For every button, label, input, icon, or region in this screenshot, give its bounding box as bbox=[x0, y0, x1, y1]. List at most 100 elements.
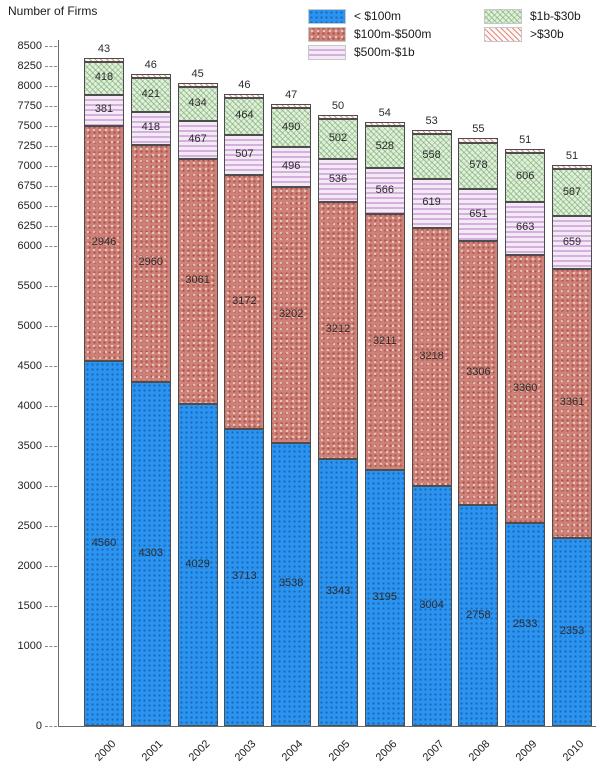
segment-value-label: 558 bbox=[422, 149, 441, 162]
segment-value-label: 3061 bbox=[185, 274, 210, 287]
y-axis-tick-label: 4000 bbox=[17, 400, 42, 412]
y-axis-tick bbox=[45, 526, 57, 527]
x-axis-label: 2003 bbox=[233, 738, 259, 764]
bar-segment-2000-s3 bbox=[84, 61, 124, 96]
bar-segment-2003-s0 bbox=[224, 428, 265, 726]
bar-segment-2000-s2 bbox=[84, 95, 124, 126]
segment-value-label: 587 bbox=[562, 185, 582, 198]
segment-value-label: 3343 bbox=[325, 585, 351, 598]
bar-segment-2008-s3 bbox=[458, 142, 499, 189]
bar-segment-2009-s4 bbox=[505, 148, 546, 154]
y-axis-tick bbox=[45, 106, 57, 107]
segment-value-label: 467 bbox=[188, 133, 207, 146]
y-axis-tick bbox=[45, 646, 57, 647]
legend-label-gt30b: >$30b bbox=[530, 27, 564, 41]
segment-value-label: 502 bbox=[328, 131, 348, 144]
segment-value-label: 2533 bbox=[512, 617, 538, 630]
y-axis-tick bbox=[45, 406, 57, 407]
y-axis-tick bbox=[45, 46, 57, 47]
segment-value-label: 53 bbox=[425, 114, 438, 127]
x-axis-label: 2007 bbox=[420, 738, 447, 764]
bar-segment-2005-s4 bbox=[318, 114, 358, 119]
y-axis-tick-label: 6500 bbox=[17, 200, 42, 212]
bar-segment-2001-s4 bbox=[130, 74, 171, 78]
y-axis-tick bbox=[45, 86, 57, 87]
segment-value-label: 659 bbox=[562, 235, 582, 248]
y-axis-tick bbox=[45, 226, 57, 227]
x-axis-label: 2000 bbox=[92, 738, 119, 764]
bar-segment-2007-s4 bbox=[411, 129, 452, 135]
y-axis-tick bbox=[45, 126, 57, 127]
y-axis-tick-label: 7250 bbox=[17, 140, 42, 152]
segment-value-label: 3218 bbox=[419, 349, 444, 362]
segment-value-label: 4560 bbox=[91, 536, 117, 549]
bar-segment-2000-s1 bbox=[84, 125, 124, 362]
segment-value-label: 51 bbox=[565, 150, 579, 163]
y-axis-tick bbox=[45, 446, 57, 447]
segment-value-label: 3713 bbox=[232, 570, 257, 583]
bar-segment-2005-s0 bbox=[318, 458, 358, 726]
segment-value-label: 464 bbox=[235, 109, 254, 122]
segment-value-label: 4029 bbox=[185, 557, 210, 570]
segment-value-label: 536 bbox=[328, 173, 348, 186]
segment-value-label: 528 bbox=[375, 140, 394, 153]
y-axis-tick bbox=[45, 166, 57, 167]
legend-swatch-1b-30b bbox=[484, 9, 522, 24]
bar-segment-2002-s0 bbox=[177, 403, 218, 726]
bar-segment-2002-s2 bbox=[177, 121, 218, 159]
y-axis-tick bbox=[45, 486, 57, 487]
bar-segment-2004-s3 bbox=[271, 107, 312, 148]
segment-value-label: 47 bbox=[285, 89, 298, 102]
bar-segment-2009-s0 bbox=[505, 523, 546, 726]
y-axis-tick bbox=[45, 186, 57, 187]
segment-value-label: 45 bbox=[191, 68, 204, 81]
segment-value-label: 3361 bbox=[559, 396, 585, 409]
legend-swatch-100m-500m bbox=[308, 27, 346, 42]
bar-segment-2005-s2 bbox=[318, 158, 358, 202]
x-axis-label: 2004 bbox=[279, 738, 306, 764]
segment-value-label: 418 bbox=[94, 71, 114, 84]
bar-segment-2001-s0 bbox=[130, 381, 171, 726]
legend-label-100m-500m: $100m-$500m bbox=[354, 27, 432, 41]
segment-value-label: 490 bbox=[282, 120, 301, 133]
bar-segment-2006-s4 bbox=[364, 121, 405, 126]
bar-segment-2006-s2 bbox=[364, 168, 405, 214]
bar-segment-2010-s2 bbox=[552, 216, 592, 269]
segment-value-label: 51 bbox=[519, 133, 532, 146]
bar-segment-2004-s0 bbox=[271, 442, 312, 726]
segment-value-label: 496 bbox=[282, 159, 301, 172]
bar-segment-2010-s4 bbox=[552, 165, 592, 170]
segment-value-label: 578 bbox=[469, 158, 488, 171]
y-axis-tick-label: 5500 bbox=[17, 280, 42, 292]
bar-segment-2009-s2 bbox=[505, 201, 546, 255]
y-axis-tick-label: 0 bbox=[35, 720, 42, 732]
x-axis-label: 2006 bbox=[373, 738, 400, 764]
segment-value-label: 55 bbox=[472, 123, 485, 136]
bar-segment-2004-s4 bbox=[271, 104, 312, 108]
legend-label-lt100m: < $100m bbox=[354, 9, 402, 23]
y-axis-line bbox=[58, 40, 59, 727]
bar-segment-2010-s3 bbox=[552, 169, 592, 217]
bar-segment-2008-s2 bbox=[458, 188, 499, 241]
bar-segment-2008-s1 bbox=[458, 240, 499, 506]
bar-segment-2001-s1 bbox=[130, 144, 171, 382]
x-axis-label: 2005 bbox=[326, 738, 353, 764]
bar-segment-2008-s4 bbox=[458, 138, 499, 143]
y-axis-tick-label: 5000 bbox=[17, 320, 42, 332]
segment-value-label: 50 bbox=[331, 99, 345, 112]
bar-segment-2005-s1 bbox=[318, 201, 358, 459]
segment-value-label: 418 bbox=[141, 121, 160, 134]
segment-value-label: 2758 bbox=[466, 608, 491, 621]
bar-segment-2005-s3 bbox=[318, 118, 358, 159]
y-axis-tick-label: 4500 bbox=[17, 360, 42, 372]
y-axis-tick-label: 8500 bbox=[17, 40, 42, 52]
bar-segment-2003-s1 bbox=[224, 175, 265, 429]
segment-value-label: 3360 bbox=[512, 381, 538, 394]
bar-segment-2003-s4 bbox=[224, 93, 265, 98]
bar-segment-2003-s2 bbox=[224, 134, 265, 176]
y-axis-tick-label: 2000 bbox=[17, 560, 42, 572]
bar-segment-2007-s2 bbox=[411, 178, 452, 229]
y-axis-tick bbox=[45, 146, 57, 147]
y-axis-tick-label: 6750 bbox=[17, 180, 42, 192]
x-axis-label: 2010 bbox=[560, 738, 587, 764]
